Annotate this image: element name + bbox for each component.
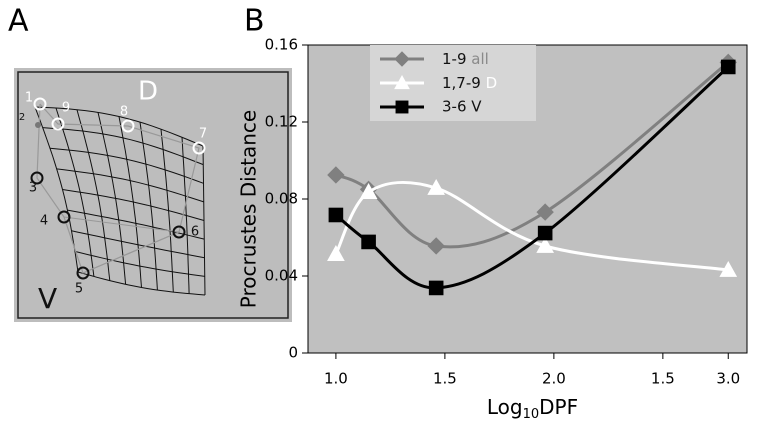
x-tick-label: 1.5	[433, 370, 457, 388]
x-tick-label: 3.0	[716, 370, 740, 388]
marker	[427, 237, 445, 255]
y-tick-label: 0.08	[265, 190, 298, 208]
landmark-label: 6	[191, 225, 199, 240]
grid-line	[67, 209, 205, 240]
panel-letter: B	[244, 4, 265, 39]
legend-label: 1-9 all	[442, 50, 489, 68]
legend-marker	[394, 74, 410, 90]
marker	[428, 280, 444, 296]
landmark-label: 2	[19, 112, 25, 123]
landmark	[51, 117, 65, 131]
x-tick-label: 2.0	[542, 370, 566, 388]
grid-line	[71, 230, 205, 259]
landmark	[35, 122, 41, 128]
grid-line	[202, 145, 206, 296]
legend-marker	[395, 100, 409, 114]
landmark-link	[63, 216, 180, 233]
dorsal-label: D	[138, 77, 158, 107]
landmark	[33, 97, 47, 111]
x-axis-label: Log10DPF	[487, 395, 578, 422]
chart: 0 0.04 0.08 0.12 0.16 1.0 1.5 2.0 1.5 3.0 Procrust…	[237, 36, 748, 422]
landmark-label: 7	[199, 127, 207, 142]
grid-line	[77, 271, 206, 296]
landmark-label: 8	[120, 105, 128, 120]
legend-label: 3-6 V	[442, 98, 482, 116]
landmark	[192, 141, 206, 155]
legend-label: 1,7-9 D	[442, 74, 497, 92]
marker	[720, 59, 736, 75]
marker	[327, 166, 345, 184]
marker	[327, 245, 345, 261]
deformation-grid: 12 3 4 5 6 7 8 9	[19, 91, 207, 297]
grid-line	[181, 137, 190, 294]
grid-line	[160, 129, 174, 293]
marker	[719, 261, 738, 277]
y-tick-label: 0.04	[265, 267, 298, 285]
landmark-label: 9	[62, 101, 70, 116]
marker	[536, 236, 555, 253]
landmark-label: 5	[75, 282, 83, 297]
x-axis-label-part: Log	[487, 395, 523, 419]
y-tick-label: 0.12	[265, 113, 298, 131]
landmark	[121, 119, 135, 133]
panel-letter: A	[8, 4, 29, 39]
landmark	[172, 225, 186, 239]
ventral-label: V	[38, 282, 57, 315]
x-tick-label: 1.5	[651, 370, 675, 388]
marker	[359, 183, 378, 199]
landmark	[30, 171, 44, 185]
x-axis-label-part: 10	[523, 407, 540, 422]
marker	[361, 234, 376, 250]
panel-a-box	[17, 71, 289, 319]
grid-line	[62, 189, 205, 221]
landmark	[57, 210, 71, 224]
landmark-label: 3	[29, 181, 37, 196]
x-tick-label: 1.0	[324, 370, 348, 388]
marker	[536, 203, 554, 221]
landmark-link	[82, 231, 180, 274]
marker	[328, 207, 344, 223]
y-axis-label: Procrustes Distance	[237, 110, 261, 308]
x-axis-label-part: DPF	[539, 395, 578, 419]
marker	[537, 225, 553, 241]
landmark-label: 4	[40, 214, 48, 229]
grid-line	[139, 122, 158, 291]
marker	[427, 178, 446, 195]
y-tick-label: 0.16	[265, 36, 298, 54]
legend-marker	[394, 51, 410, 67]
y-tick-label: 0	[288, 344, 298, 362]
grid-line	[74, 250, 205, 277]
landmark	[76, 266, 90, 280]
landmark-label: 1	[25, 91, 33, 106]
